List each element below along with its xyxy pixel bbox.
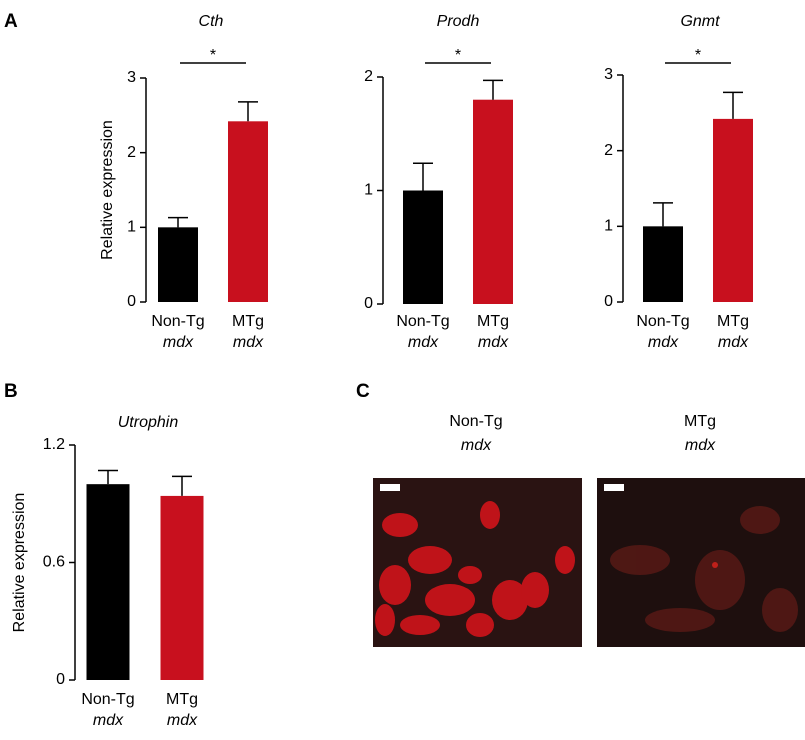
chart-title: Utrophin xyxy=(118,414,179,431)
y-tick-label: 1 xyxy=(604,218,613,235)
bar xyxy=(158,227,198,302)
x-tick-sublabel: mdx xyxy=(718,334,749,351)
image-subtitle: mdx xyxy=(685,437,716,454)
bar xyxy=(160,495,204,680)
x-tick-label: MTg xyxy=(717,313,749,330)
bar xyxy=(473,99,513,304)
x-tick-label: MTg xyxy=(477,313,509,330)
y-tick-label: 1 xyxy=(127,219,136,236)
bar xyxy=(86,484,130,680)
bar xyxy=(228,121,268,302)
y-tick-label: 0 xyxy=(364,295,373,312)
error-bar xyxy=(172,475,192,496)
y-tick-label: 0.6 xyxy=(43,554,65,571)
significance-label: * xyxy=(695,47,701,64)
y-tick-label: 3 xyxy=(604,66,613,83)
error-bar xyxy=(98,469,118,485)
image-subtitle: mdx xyxy=(461,437,492,454)
bar xyxy=(643,226,683,302)
significance-label: * xyxy=(210,47,216,64)
bar xyxy=(403,190,443,304)
image-title: MTg xyxy=(684,413,716,430)
error-bar xyxy=(653,202,673,227)
x-tick-sublabel: mdx xyxy=(93,712,124,729)
y-tick-label: 0 xyxy=(127,293,136,310)
y-axis-label: Relative expression xyxy=(99,120,116,260)
error-bar xyxy=(723,91,743,119)
chart-title: Gnmt xyxy=(680,13,720,30)
x-tick-label: Non-Tg xyxy=(151,313,204,330)
chart-title: Prodh xyxy=(437,13,480,30)
x-tick-sublabel: mdx xyxy=(478,334,509,351)
error-bar xyxy=(238,101,258,122)
y-tick-label: 1 xyxy=(364,182,373,199)
x-tick-label: MTg xyxy=(166,691,198,708)
x-tick-label: Non-Tg xyxy=(396,313,449,330)
y-tick-label: 3 xyxy=(127,69,136,86)
x-tick-label: Non-Tg xyxy=(636,313,689,330)
significance-label: * xyxy=(455,47,461,64)
y-tick-label: 0 xyxy=(604,293,613,310)
panel-label: C xyxy=(356,381,370,402)
y-tick-label: 2 xyxy=(127,144,136,161)
y-tick-label: 2 xyxy=(604,142,613,159)
x-tick-label: MTg xyxy=(232,313,264,330)
error-bar xyxy=(413,162,433,191)
image-title: Non-Tg xyxy=(449,413,502,430)
x-tick-sublabel: mdx xyxy=(408,334,439,351)
y-tick-label: 1.2 xyxy=(43,436,65,453)
micrograph xyxy=(373,478,582,647)
y-tick-label: 0 xyxy=(56,671,65,688)
micrograph xyxy=(597,478,805,647)
bar xyxy=(713,118,753,303)
x-tick-sublabel: mdx xyxy=(233,334,264,351)
error-bar xyxy=(168,216,188,228)
error-bar xyxy=(483,79,503,100)
x-tick-sublabel: mdx xyxy=(163,334,194,351)
panel-label: B xyxy=(4,381,18,402)
x-tick-label: Non-Tg xyxy=(81,691,134,708)
y-axis-label: Relative expression xyxy=(11,493,28,633)
y-tick-label: 2 xyxy=(364,68,373,85)
chart-title: Cth xyxy=(199,13,224,30)
x-tick-sublabel: mdx xyxy=(648,334,679,351)
panel-label: A xyxy=(4,11,18,32)
x-tick-sublabel: mdx xyxy=(167,712,198,729)
